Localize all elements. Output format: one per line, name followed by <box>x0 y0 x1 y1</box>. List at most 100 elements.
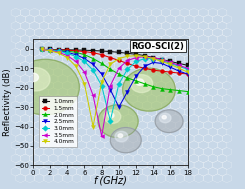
Line: 1.5mm: 1.5mm <box>39 47 190 76</box>
1.0mm <box>143 54 146 57</box>
2.5mm <box>100 73 103 75</box>
3.5mm <box>126 59 129 62</box>
3.0mm <box>143 57 146 60</box>
1.5mm <box>49 49 51 51</box>
1.5mm <box>100 53 103 56</box>
Circle shape <box>162 115 166 119</box>
1.5mm <box>66 49 69 51</box>
3.0mm <box>135 60 137 63</box>
1.0mm <box>126 52 129 54</box>
2.5mm <box>74 53 77 56</box>
1.0mm <box>57 49 60 51</box>
3.0mm <box>117 83 120 85</box>
3.5mm <box>178 64 181 67</box>
2.5mm <box>109 88 112 91</box>
1.0mm <box>83 49 86 51</box>
2.0mm <box>169 88 172 91</box>
3.5mm <box>169 61 172 64</box>
2.5mm <box>49 49 51 51</box>
1.0mm <box>152 57 155 59</box>
3.0mm <box>169 62 172 64</box>
Line: 2.5mm: 2.5mm <box>39 47 190 109</box>
4.0mm <box>135 54 137 57</box>
Circle shape <box>108 113 114 118</box>
3.0mm <box>57 50 60 52</box>
3.5mm <box>135 57 137 59</box>
2.5mm <box>135 75 137 77</box>
Circle shape <box>155 110 183 132</box>
2.5mm <box>83 57 86 60</box>
2.5mm <box>57 50 60 52</box>
2.5mm <box>178 70 181 72</box>
2.0mm <box>152 86 155 88</box>
4.0mm <box>66 57 69 59</box>
1.0mm <box>178 62 181 64</box>
Circle shape <box>104 110 121 123</box>
1.5mm <box>57 49 60 51</box>
1.5mm <box>160 70 163 72</box>
4.0mm <box>143 56 146 58</box>
Line: 3.0mm: 3.0mm <box>39 47 190 123</box>
1.5mm <box>109 57 112 59</box>
3.5mm <box>83 71 86 73</box>
3.0mm <box>74 56 77 58</box>
2.0mm <box>135 80 137 82</box>
1.5mm <box>83 50 86 53</box>
3.0mm <box>178 65 181 67</box>
2.5mm <box>92 63 95 66</box>
2.5mm <box>40 48 43 50</box>
1.5mm <box>169 71 172 73</box>
3.5mm <box>152 57 155 59</box>
2.0mm <box>74 51 77 53</box>
4.0mm <box>152 57 155 60</box>
1.0mm <box>74 49 77 51</box>
2.5mm <box>143 65 146 67</box>
3.0mm <box>92 69 95 71</box>
2.0mm <box>143 83 146 85</box>
2.0mm <box>126 77 129 79</box>
4.0mm <box>100 81 103 83</box>
3.0mm <box>152 57 155 60</box>
Line: 2.0mm: 2.0mm <box>39 47 190 94</box>
1.0mm <box>117 51 120 53</box>
3.0mm <box>186 68 189 70</box>
3.5mm <box>57 51 60 53</box>
2.0mm <box>57 49 60 52</box>
4.0mm <box>57 52 60 54</box>
4.0mm <box>83 83 86 85</box>
2.0mm <box>83 53 86 56</box>
1.0mm <box>186 64 189 67</box>
Line: 1.0mm: 1.0mm <box>39 47 190 67</box>
3.0mm <box>100 85 103 87</box>
2.0mm <box>49 49 51 51</box>
Circle shape <box>118 134 123 138</box>
3.5mm <box>49 49 51 52</box>
3.0mm <box>126 68 129 70</box>
4.0mm <box>40 48 43 50</box>
3.5mm <box>74 60 77 63</box>
3.0mm <box>160 59 163 62</box>
Y-axis label: Reflectivity (dB): Reflectivity (dB) <box>3 68 12 136</box>
2.0mm <box>117 73 120 75</box>
1.0mm <box>40 48 43 50</box>
1.5mm <box>135 65 137 67</box>
2.5mm <box>66 51 69 53</box>
X-axis label: f (GHz): f (GHz) <box>94 176 127 186</box>
Line: 4.0mm: 4.0mm <box>39 47 190 129</box>
Circle shape <box>98 105 138 138</box>
1.0mm <box>49 48 51 50</box>
1.5mm <box>186 73 189 75</box>
4.0mm <box>74 65 77 67</box>
3.5mm <box>160 58 163 61</box>
Circle shape <box>22 68 50 91</box>
1.0mm <box>160 58 163 61</box>
2.5mm <box>117 106 120 108</box>
2.5mm <box>169 66 172 68</box>
Circle shape <box>110 128 141 153</box>
3.0mm <box>49 49 51 51</box>
3.5mm <box>40 48 43 50</box>
Text: RGO-SCI(2): RGO-SCI(2) <box>132 42 184 51</box>
1.0mm <box>100 50 103 52</box>
2.0mm <box>186 90 189 93</box>
1.0mm <box>109 50 112 53</box>
